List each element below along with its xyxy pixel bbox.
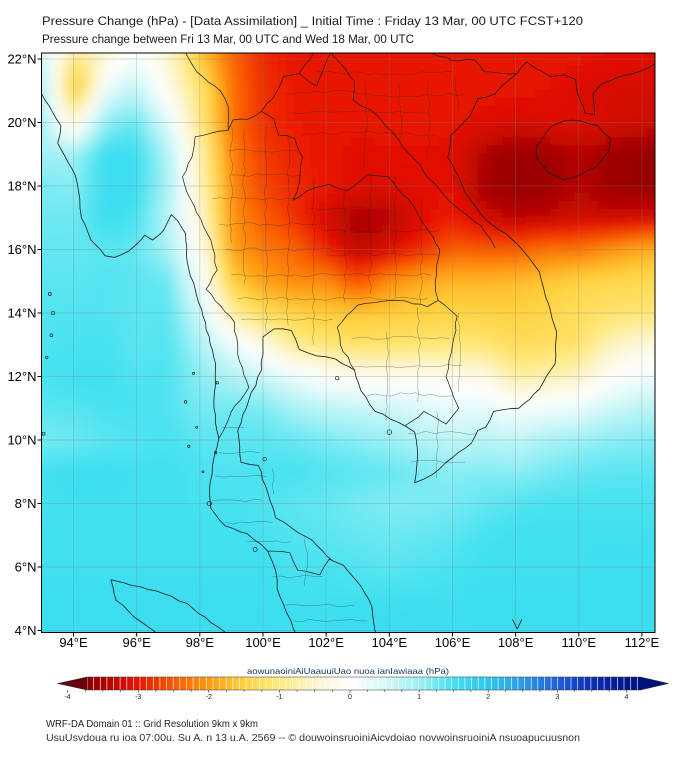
svg-text:12°N: 12°N — [7, 369, 36, 384]
svg-text:96°E: 96°E — [123, 635, 152, 650]
svg-text:UsuUsvdoua ru ioa 07:00u. Su A: UsuUsvdoua ru ioa 07:00u. Su A. n 13 u.A… — [46, 733, 580, 744]
svg-text:22°N: 22°N — [7, 52, 36, 67]
svg-text:104°E: 104°E — [372, 635, 408, 650]
svg-text:WRF-DA Domain 01 :: Grid Resol: WRF-DA Domain 01 :: Grid Resolution 9km … — [46, 719, 258, 730]
svg-text:108°E: 108°E — [498, 635, 534, 650]
svg-text:1: 1 — [417, 694, 421, 701]
svg-text:94°E: 94°E — [59, 635, 88, 650]
svg-text:-4: -4 — [64, 694, 70, 701]
svg-text:4: 4 — [624, 694, 628, 701]
svg-text:Pressure Change (hPa) - [Data: Pressure Change (hPa) - [Data Assimilati… — [42, 14, 583, 28]
svg-text:2: 2 — [486, 694, 490, 701]
svg-text:100°E: 100°E — [245, 635, 281, 650]
svg-text:-3: -3 — [135, 694, 141, 701]
svg-text:aowunaoiniAiUaauuiUao nuoa ian: aowunaoiniAiUaauuiUao nuoa ianIawiaaa (h… — [247, 666, 449, 676]
svg-text:112°E: 112°E — [625, 635, 660, 650]
svg-text:20°N: 20°N — [7, 115, 36, 130]
svg-text:4°N: 4°N — [15, 623, 37, 638]
svg-text:-1: -1 — [276, 694, 282, 701]
svg-text:3: 3 — [555, 694, 559, 701]
svg-text:14°N: 14°N — [7, 306, 36, 321]
svg-text:106°E: 106°E — [435, 635, 471, 650]
svg-text:10°N: 10°N — [7, 433, 36, 448]
svg-text:Pressure change between Fri 13: Pressure change between Fri 13 Mar, 00 U… — [42, 32, 414, 46]
svg-text:6°N: 6°N — [15, 560, 37, 575]
svg-text:16°N: 16°N — [7, 242, 36, 257]
svg-text:110°E: 110°E — [561, 635, 596, 650]
svg-text:102°E: 102°E — [308, 635, 344, 650]
svg-text:98°E: 98°E — [186, 635, 215, 650]
svg-text:0: 0 — [348, 694, 352, 701]
svg-text:-2: -2 — [206, 694, 212, 701]
svg-text:18°N: 18°N — [7, 179, 36, 194]
svg-text:8°N: 8°N — [15, 496, 37, 511]
